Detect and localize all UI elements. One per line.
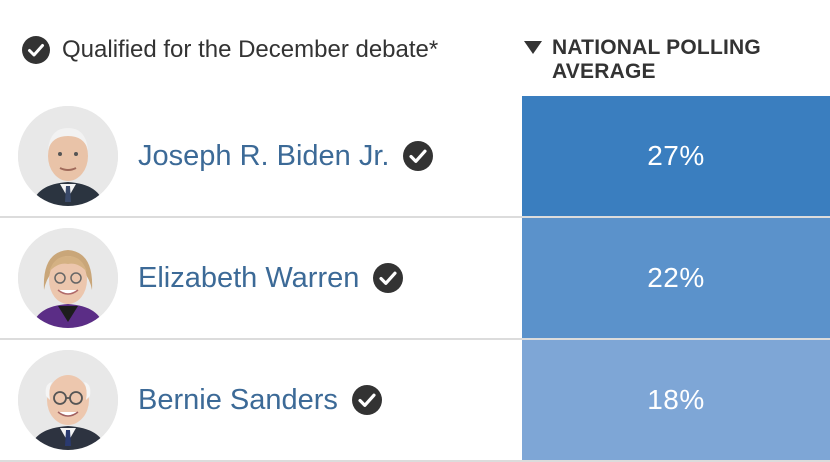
poll-value: 27% (647, 140, 705, 171)
portrait-icon (18, 106, 118, 206)
avatar (18, 228, 118, 328)
candidate-name: Elizabeth Warren (138, 261, 360, 294)
check-circle-icon (22, 36, 50, 64)
table-header: Qualified for the December debate* NATIO… (0, 0, 830, 96)
check-circle-icon (373, 263, 404, 293)
avatar (18, 350, 118, 450)
poll-value: 18% (647, 384, 705, 415)
poll-bar-cell: 22% (522, 218, 830, 338)
poll-bar-cell: 18% (522, 340, 830, 460)
portrait-icon (18, 228, 118, 328)
candidate-name-cell: Bernie Sanders (138, 340, 382, 460)
check-circle-icon (351, 385, 382, 415)
table-row: Elizabeth Warren 22% (0, 218, 830, 340)
avatar (18, 106, 118, 206)
portrait-icon (18, 350, 118, 450)
poll-bar-cell: 27% (522, 96, 830, 216)
qualified-legend: Qualified for the December debate* (22, 36, 438, 64)
triangle-down-icon (524, 41, 542, 54)
candidate-name-cell: Joseph R. Biden Jr. (138, 96, 434, 216)
column-header-polling[interactable]: NATIONAL POLLING AVERAGE (524, 36, 792, 84)
table-row: Bernie Sanders 18% (0, 340, 830, 462)
candidate-name: Joseph R. Biden Jr. (138, 139, 390, 172)
check-circle-icon (403, 141, 434, 171)
column-title: NATIONAL POLLING AVERAGE (552, 36, 761, 83)
table-body: Joseph R. Biden Jr. 27% (0, 96, 830, 462)
table-row: Joseph R. Biden Jr. 27% (0, 96, 830, 218)
poll-value: 22% (647, 262, 705, 293)
legend-text: Qualified for the December debate* (62, 36, 439, 63)
candidate-name: Bernie Sanders (138, 383, 338, 416)
candidate-name-cell: Elizabeth Warren (138, 218, 404, 338)
